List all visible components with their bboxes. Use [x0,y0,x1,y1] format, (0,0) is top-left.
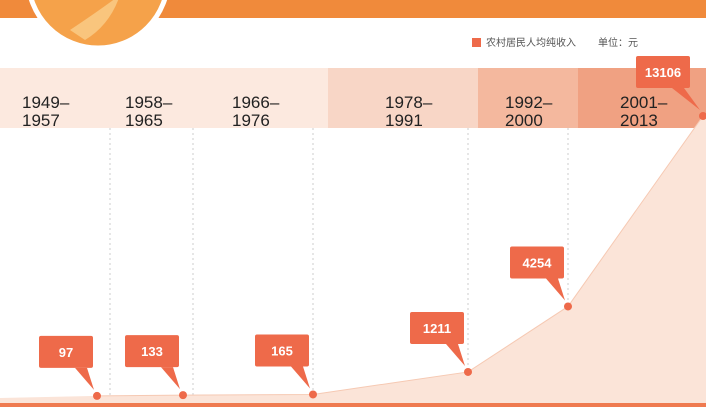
point [564,302,572,310]
callout-pointer [75,368,94,390]
value-label: 97 [59,345,73,360]
area [0,116,706,403]
period-label: 1992–2000 [505,94,559,130]
value-label: 133 [141,344,163,359]
page: {"chart_data": {"type": "area", "legend"… [0,0,706,414]
value-label: 165 [271,343,293,358]
callout-pointer [291,366,310,388]
period-label: 1949–1957 [22,94,76,130]
chart: 97 133 165 1211 4254 13106 [0,0,706,414]
point [464,368,472,376]
value-label: 4254 [523,255,553,270]
legend: 农村居民人均纯收入 单位：元 [472,34,638,49]
period-label: 2001–2013 [620,94,674,130]
period-label: 1958–1965 [125,94,179,130]
unit-label: 单位：元 [598,38,638,49]
point [309,390,317,398]
legend-label: 农村居民人均纯收入 [486,38,576,49]
point [93,392,101,400]
period-label: 1966–1976 [232,94,286,130]
point [179,391,187,399]
callout-pointer [546,278,565,300]
callout-pointer [161,367,180,389]
baseline [0,403,706,407]
value-label: 1211 [423,321,451,336]
legend-swatch [472,38,481,47]
value-label: 13106 [645,65,681,80]
callout-pointer [446,344,465,366]
period-label: 1978–1991 [385,94,439,130]
